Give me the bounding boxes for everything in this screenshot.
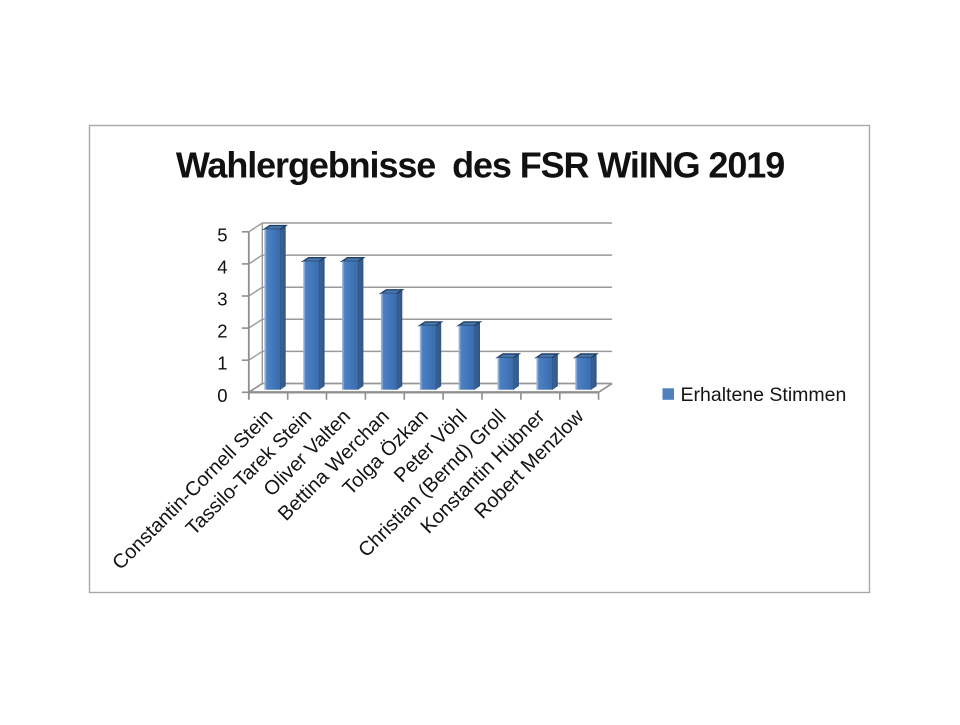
svg-text:1: 1 — [217, 353, 227, 374]
svg-text:5: 5 — [217, 224, 227, 245]
svg-text:3: 3 — [217, 289, 227, 310]
svg-text:Wahlergebnisse des FSR WiING 2: Wahlergebnisse des FSR WiING 2019 — [176, 145, 784, 186]
svg-text:0: 0 — [217, 385, 227, 406]
svg-text:Erhaltene Stimmen: Erhaltene Stimmen — [681, 384, 847, 406]
svg-text:2: 2 — [217, 321, 227, 342]
svg-text:4: 4 — [217, 256, 227, 277]
